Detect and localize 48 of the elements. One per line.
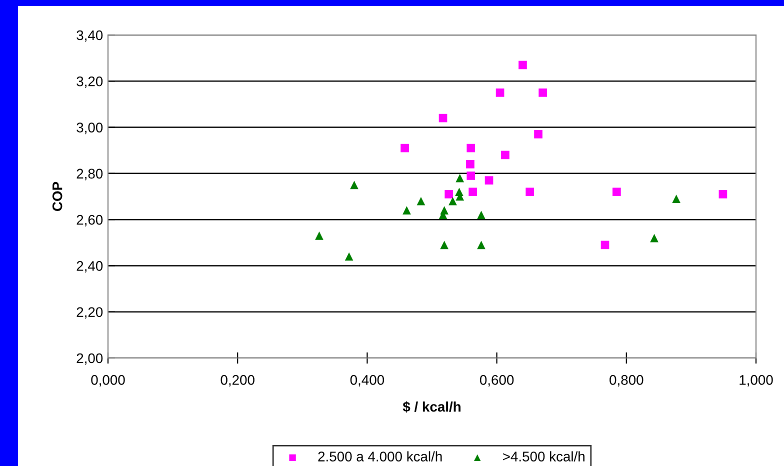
point [612,188,621,196]
point [315,232,324,240]
point [456,174,464,182]
y-tick-label: 3,40 [76,30,103,42]
point [477,240,486,250]
legend-label: 2.500 a 4.000 kcal/h [318,451,442,462]
point [534,130,542,138]
point [440,240,448,250]
y-tick-label: 3,00 [76,122,103,134]
point [468,188,477,196]
point [440,206,448,215]
x-tick-label: 1,000 [740,375,773,387]
point [466,144,476,152]
x-tick-label: 0,400 [350,375,384,387]
y-tick-label: 3,20 [76,76,103,88]
x-tick-label: 0,600 [480,375,514,387]
legend-label: >4.500 kcal/h [503,451,584,462]
point [448,196,457,206]
point [466,172,476,180]
point [538,88,547,97]
point [400,144,409,152]
point [344,252,354,261]
x-tick-label: 0,200 [220,375,254,387]
y-tick-label: 2,20 [76,307,103,319]
point [438,114,448,122]
point [718,190,728,198]
point [526,188,534,196]
point [518,60,527,70]
x-axis-title: $ / kcal/h [402,401,460,413]
x-tick-label: 0,000 [91,375,125,387]
y-tick-label: 2,60 [76,214,103,226]
point [402,206,411,215]
point [466,160,474,168]
point [444,190,454,198]
point [600,240,610,250]
point [477,210,486,220]
y-tick-label: 2,00 [76,353,103,365]
point [484,176,494,185]
y-tick-label: 2,40 [76,261,103,273]
point [672,194,680,203]
x-tick-label: 0,800 [610,375,644,387]
point [496,88,504,97]
point [350,180,358,190]
y-axis-title: COP [52,182,62,211]
point [501,150,510,160]
y-tick-label: 2,80 [76,168,103,180]
point [650,234,658,242]
point [416,196,426,206]
